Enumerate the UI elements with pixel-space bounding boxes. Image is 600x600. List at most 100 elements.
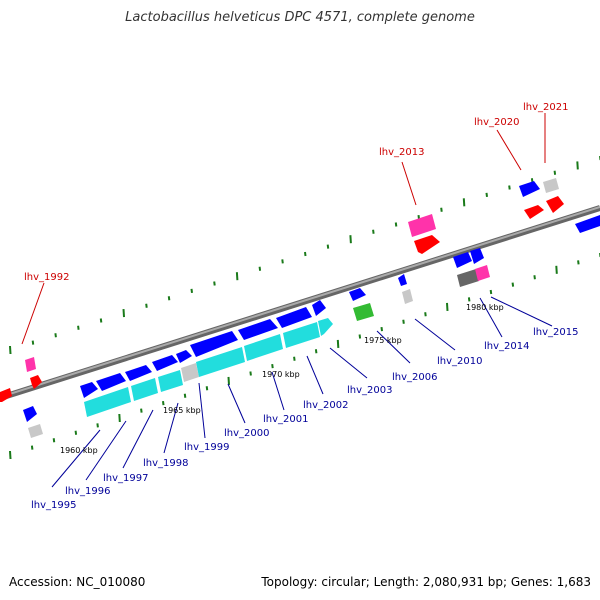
guide-dot: [440, 207, 443, 212]
guide-dot: [553, 170, 557, 175]
gene-label[interactable]: lhv_2010: [437, 356, 482, 367]
blue-gene-labels: lhv_1995 lhv_1996 lhv_1997 lhv_1998 lhv_…: [31, 327, 578, 511]
red-gene-labels: lhv_1992 lhv_2013 lhv_2020 lhv_2021: [24, 102, 568, 283]
guide-dot: [140, 408, 143, 413]
guide-dot: [122, 309, 125, 318]
guide-dot: [249, 371, 252, 376]
guide-dot: [485, 192, 488, 198]
guide-dot: [358, 334, 362, 339]
guide-dot: [167, 296, 171, 301]
guide-dot: [145, 303, 148, 308]
genome-title: Lactobacillus helveticus DPC 4571, compl…: [125, 10, 475, 25]
gene-label[interactable]: lhv_2006: [392, 372, 437, 383]
topology-label: Topology: circular; Length: 2,080,931 bp…: [261, 575, 591, 589]
feature-cyan-1998[interactable]: [158, 370, 183, 392]
feature-blue-1999b[interactable]: [190, 331, 238, 357]
feature-blue-ll[interactable]: [23, 406, 37, 422]
feature-red-2021[interactable]: [546, 196, 564, 213]
gene-label[interactable]: lhv_1996: [65, 486, 110, 497]
gene-label[interactable]: lhv_2020: [474, 117, 519, 128]
gene-label[interactable]: lhv_2013: [379, 147, 424, 158]
guide-dot: [205, 386, 209, 391]
feature-green-2006[interactable]: [353, 303, 374, 321]
guide-dot: [446, 302, 449, 311]
feature-cyan-2002[interactable]: [283, 322, 320, 348]
guide-dot: [511, 282, 515, 287]
guide-dot: [190, 288, 193, 294]
feature-blue-2014b[interactable]: [470, 248, 484, 264]
kbp-tick-labels: 1960 kbp 1965 kbp 1970 kbp 1975 kbp 1980…: [60, 303, 504, 455]
feature-red-2020[interactable]: [524, 205, 544, 219]
guide-dot: [380, 326, 383, 332]
feature-blue-2010[interactable]: [398, 274, 407, 286]
guide-dot: [489, 289, 493, 295]
gene-label[interactable]: lhv_2003: [347, 385, 392, 396]
feature-cyan-2001[interactable]: [244, 334, 283, 361]
feature-cyan-2000[interactable]: [196, 347, 245, 377]
feature-blue-2001[interactable]: [276, 307, 312, 328]
feature-gray-ll[interactable]: [28, 424, 43, 438]
feature-gray-2010[interactable]: [402, 289, 413, 304]
guide-dot: [52, 438, 56, 443]
feature-blue-2000[interactable]: [238, 319, 278, 340]
feature-pink-2014[interactable]: [475, 265, 490, 281]
feature-blue-1998[interactable]: [152, 355, 178, 371]
feature-blue-1997[interactable]: [125, 365, 152, 381]
gene-label[interactable]: lhv_1999: [184, 442, 229, 453]
feature-blue-1996[interactable]: [96, 373, 126, 391]
guide-dot: [9, 450, 12, 460]
guide-dot: [304, 251, 307, 257]
guide-dot: [349, 235, 352, 244]
guide-dot: [372, 229, 375, 234]
guide-dot: [31, 340, 35, 345]
feature-cyan-1995[interactable]: [84, 387, 131, 417]
guide-dot: [54, 333, 57, 338]
feature-dark-gray-2014[interactable]: [457, 269, 479, 287]
gene-label[interactable]: lhv_2021: [523, 102, 568, 113]
gene-label[interactable]: lhv_1997: [103, 473, 148, 484]
guide-dot: [314, 349, 318, 354]
gene-label[interactable]: lhv_1995: [31, 500, 76, 511]
feature-pink-2013[interactable]: [408, 214, 436, 237]
feature-blue-2014a[interactable]: [453, 252, 472, 268]
gene-label[interactable]: lhv_2002: [303, 400, 348, 411]
guide-dot: [530, 178, 534, 183]
feature-blue-right[interactable]: [575, 215, 600, 233]
feature-pink-1992[interactable]: [25, 357, 36, 372]
backbone: [0, 205, 600, 401]
feature-red-2013[interactable]: [414, 235, 440, 254]
feature-gray-2021[interactable]: [543, 178, 559, 193]
guide-dot: [577, 260, 580, 265]
gene-label[interactable]: lhv_2014: [484, 341, 529, 352]
feature-blue-1999a[interactable]: [176, 350, 192, 363]
guide-dot: [271, 363, 274, 369]
kbp-tick: 1965 kbp: [163, 406, 201, 415]
feature-cyan-2003[interactable]: [318, 318, 333, 336]
guide-dot: [424, 312, 427, 317]
guide-dot: [74, 430, 78, 435]
gene-label[interactable]: lhv_2015: [533, 327, 578, 338]
guide-dot: [576, 161, 579, 170]
feature-blue-2020[interactable]: [519, 181, 540, 197]
feature-blue-2003[interactable]: [349, 288, 366, 301]
feature-blue-2002[interactable]: [312, 300, 326, 316]
guide-dot: [533, 275, 536, 280]
gene-label[interactable]: lhv_1992: [24, 272, 69, 283]
features: [0, 178, 600, 438]
guide-dot: [213, 281, 216, 286]
gene-label[interactable]: lhv_2000: [224, 428, 269, 439]
feature-red-1992[interactable]: [30, 375, 42, 389]
gene-label[interactable]: lhv_1998: [143, 458, 188, 469]
gene-label[interactable]: lhv_2001: [263, 414, 308, 425]
guide-dot: [394, 222, 398, 227]
guide-dot: [508, 185, 511, 190]
guide-dot: [77, 325, 80, 330]
guide-dot: [258, 266, 262, 271]
feature-gray-1999[interactable]: [181, 363, 199, 382]
feature-cyan-1997[interactable]: [131, 378, 158, 401]
feature-blue-1995[interactable]: [80, 382, 98, 398]
feature-red-left[interactable]: [0, 388, 12, 402]
guide-dot: [96, 423, 99, 428]
